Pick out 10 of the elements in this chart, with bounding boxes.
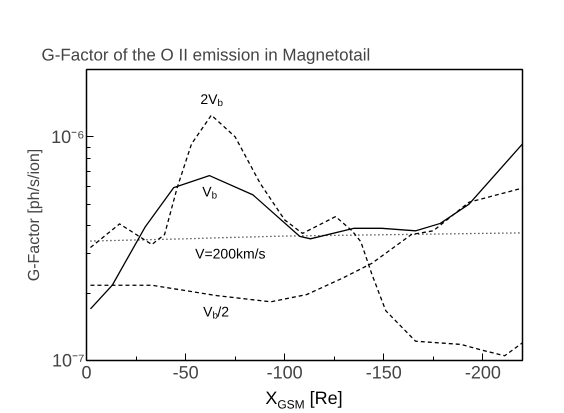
x-tick-label: 0 xyxy=(81,362,92,382)
y-tick-label: 10⁻⁶ xyxy=(51,126,85,147)
chart-title: G-Factor of the O II emission in Magnetotail xyxy=(42,46,370,64)
y-axis-title: G-Factor [ph/s/ion] xyxy=(26,148,44,282)
x-tick-label: -100 xyxy=(266,362,303,382)
x-tick-label: -50 xyxy=(172,362,199,382)
x-axis-title: X$_{GSM}$ [Re] xyxy=(265,388,343,413)
x-tick-label: -150 xyxy=(366,362,402,382)
annotation: V=200km/s xyxy=(195,245,266,262)
x-tick-label: -200 xyxy=(464,362,501,382)
